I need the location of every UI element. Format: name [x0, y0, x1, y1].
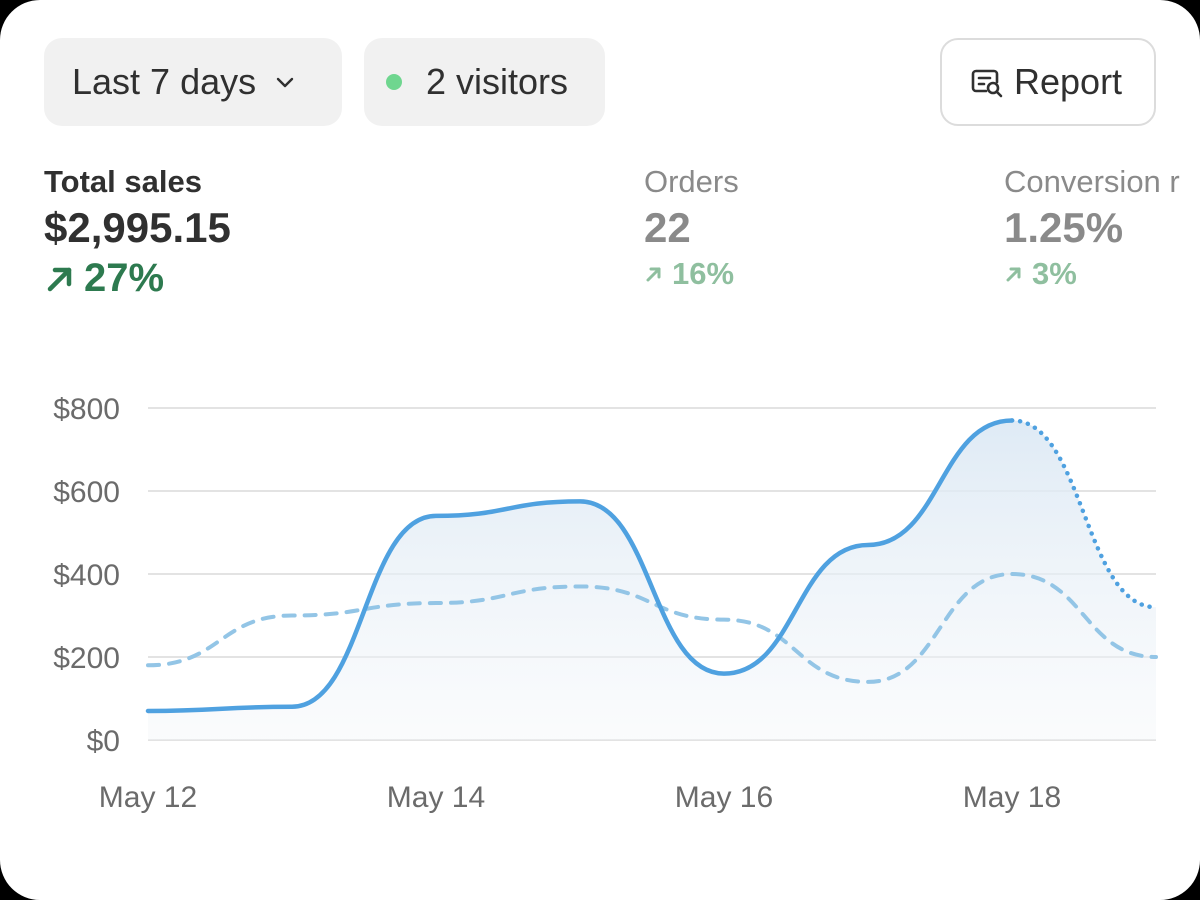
- metric-orders[interactable]: Orders 22 16%: [644, 164, 739, 292]
- arrow-up-right-icon: [44, 263, 76, 295]
- x-tick-label: May 14: [387, 781, 485, 814]
- metric-label: Conversion r: [1004, 164, 1180, 200]
- date-range-dropdown[interactable]: Last 7 days: [44, 38, 342, 126]
- metric-conversion[interactable]: Conversion r 1.25% 3%: [1004, 164, 1180, 292]
- y-tick-label: $0: [87, 725, 120, 758]
- live-visitors-badge[interactable]: 2 visitors: [364, 38, 605, 126]
- report-label: Report: [1014, 61, 1122, 103]
- arrow-up-right-icon: [644, 264, 664, 284]
- chevron-down-icon: [274, 71, 296, 93]
- y-tick-label: $600: [53, 476, 120, 509]
- report-search-icon: [970, 65, 1004, 99]
- metric-value: 22: [644, 200, 739, 256]
- x-tick-label: May 16: [675, 781, 773, 814]
- metric-delta: 27%: [44, 256, 231, 301]
- metric-delta-value: 3%: [1032, 256, 1077, 292]
- metric-label: Orders: [644, 164, 739, 200]
- metric-value: $2,995.15: [44, 200, 231, 256]
- arrow-up-right-icon: [1004, 264, 1024, 284]
- visitors-label: 2 visitors: [426, 61, 568, 103]
- report-button[interactable]: Report: [940, 38, 1156, 126]
- metric-value: 1.25%: [1004, 200, 1180, 256]
- y-tick-label: $400: [53, 559, 120, 592]
- x-axis-labels: May 12 May 14 May 16 May 18: [99, 781, 1061, 814]
- metric-delta-value: 27%: [84, 256, 164, 301]
- series-layer: [148, 420, 1156, 740]
- y-tick-label: $200: [53, 642, 120, 675]
- date-range-label: Last 7 days: [72, 61, 256, 103]
- metric-delta-value: 16%: [672, 256, 734, 292]
- y-tick-label: $800: [53, 393, 120, 426]
- metric-delta: 16%: [644, 256, 739, 292]
- metric-delta: 3%: [1004, 256, 1180, 292]
- metric-label: Total sales: [44, 164, 231, 200]
- x-tick-label: May 18: [963, 781, 1061, 814]
- y-axis-labels: $0 $200 $400 $600 $800: [53, 393, 120, 758]
- live-dot-icon: [386, 74, 402, 90]
- series-area: [148, 420, 1156, 740]
- x-tick-label: May 12: [99, 781, 197, 814]
- metric-total-sales[interactable]: Total sales $2,995.15 27%: [44, 164, 231, 301]
